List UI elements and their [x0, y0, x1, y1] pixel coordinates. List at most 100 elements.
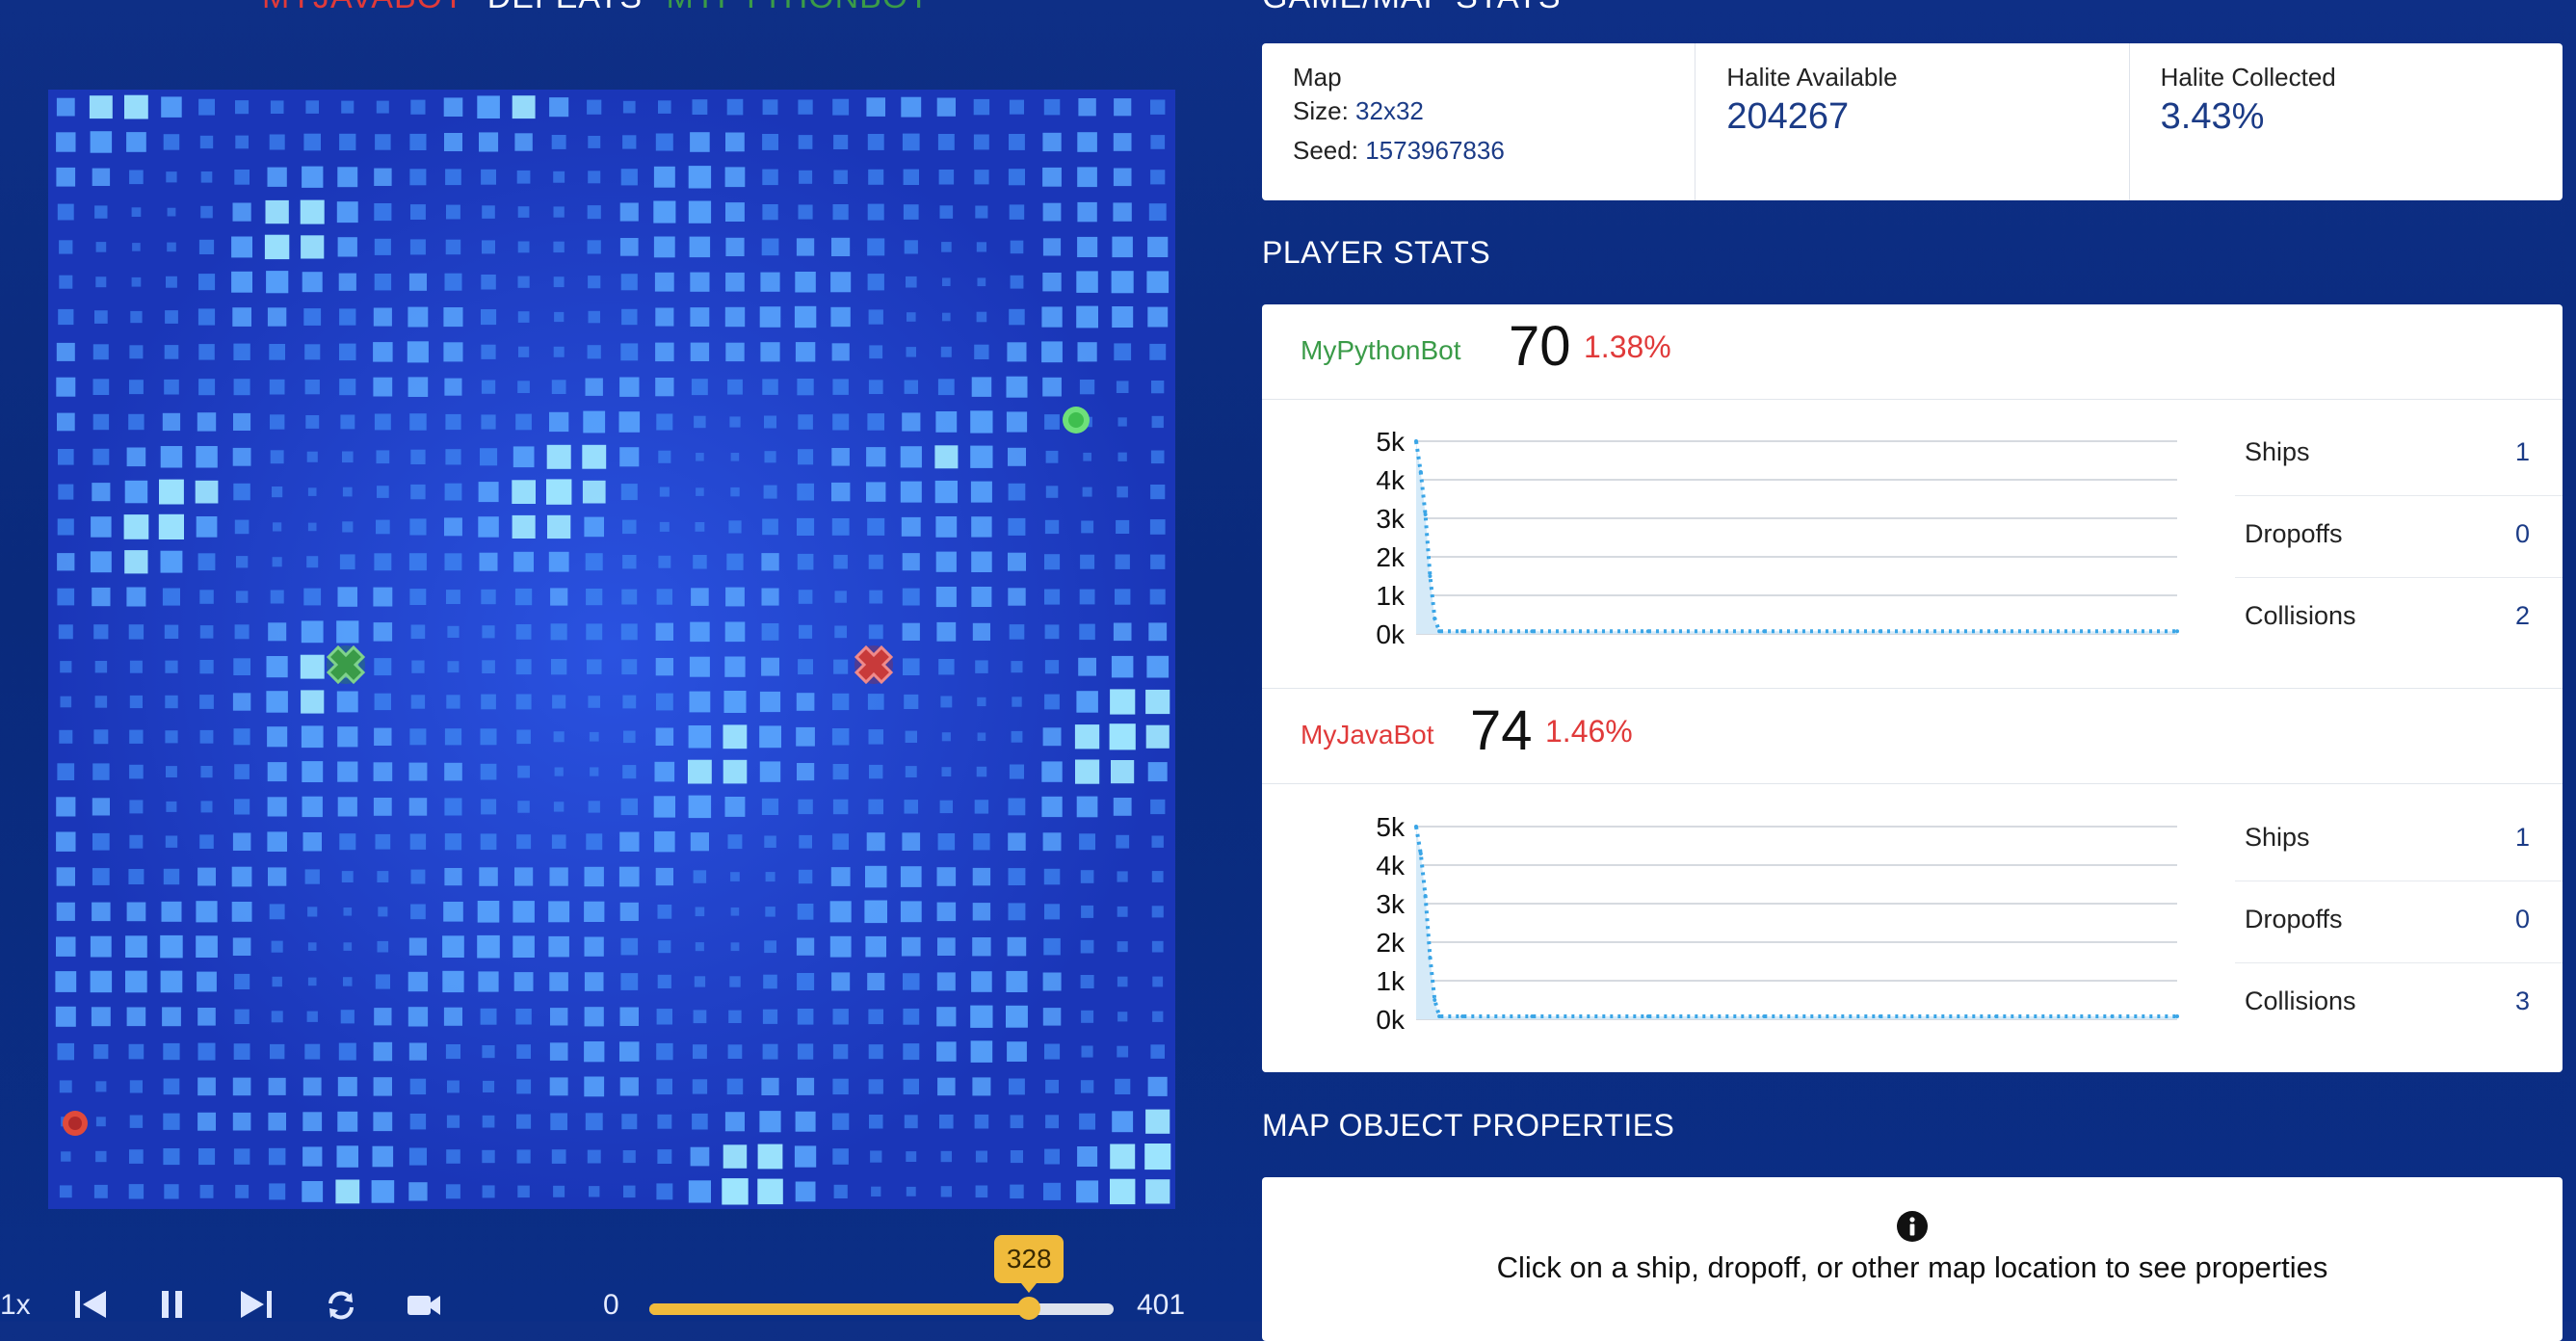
halite-cell[interactable] — [1116, 381, 1129, 393]
halite-cell[interactable] — [1043, 98, 1061, 116]
halite-cell[interactable] — [1044, 554, 1061, 570]
halite-cell[interactable] — [409, 833, 427, 850]
halite-cell[interactable] — [94, 310, 108, 324]
halite-cell[interactable] — [233, 658, 250, 675]
halite-cell[interactable] — [235, 100, 250, 115]
halite-cell[interactable] — [374, 658, 392, 676]
halite-cell[interactable] — [231, 866, 252, 887]
halite-cell[interactable] — [690, 1146, 710, 1167]
halite-cell[interactable] — [831, 728, 850, 746]
halite-cell[interactable] — [553, 1185, 565, 1197]
halite-cell[interactable] — [268, 1077, 286, 1095]
halite-cell[interactable] — [1011, 661, 1023, 673]
halite-cell[interactable] — [410, 624, 426, 640]
halite-cell[interactable] — [165, 695, 178, 709]
halite-cell[interactable] — [655, 378, 674, 397]
halite-cell[interactable] — [304, 1043, 321, 1060]
halite-cell[interactable] — [1145, 689, 1170, 715]
halite-cell[interactable] — [867, 203, 884, 221]
halite-cell[interactable] — [1010, 1184, 1024, 1199]
halite-cell[interactable] — [622, 765, 637, 779]
halite-cell[interactable] — [830, 272, 852, 293]
halite-cell[interactable] — [128, 413, 145, 431]
halite-cell[interactable] — [337, 726, 358, 748]
halite-cell[interactable] — [446, 695, 460, 709]
halite-cell[interactable] — [1045, 486, 1059, 498]
halite-cell[interactable] — [546, 444, 571, 469]
halite-cell[interactable] — [341, 100, 355, 114]
halite-cell[interactable] — [302, 1146, 323, 1167]
halite-cell[interactable] — [829, 935, 852, 958]
halite-cell[interactable] — [160, 970, 183, 993]
halite-cell[interactable] — [795, 1181, 816, 1202]
halite-cell[interactable] — [480, 763, 497, 780]
halite-cell[interactable] — [589, 731, 599, 742]
halite-cell[interactable] — [200, 766, 213, 778]
halite-cell[interactable] — [833, 554, 848, 569]
halite-cell[interactable] — [761, 553, 779, 571]
halite-cell[interactable] — [516, 1079, 532, 1094]
halite-cell[interactable] — [482, 625, 495, 639]
halite-cell[interactable] — [515, 1009, 532, 1025]
halite-cell[interactable] — [941, 732, 951, 742]
halite-cell[interactable] — [1150, 170, 1166, 185]
halite-cell[interactable] — [903, 658, 920, 675]
halite-cell[interactable] — [688, 166, 712, 189]
halite-cell[interactable] — [445, 449, 461, 465]
halite-cell[interactable] — [124, 550, 148, 574]
halite-cell[interactable] — [553, 731, 565, 743]
halite-cell[interactable] — [93, 1044, 109, 1060]
halite-cell[interactable] — [622, 100, 636, 114]
halite-cell[interactable] — [621, 308, 638, 326]
halite-cell[interactable] — [690, 132, 710, 152]
halite-cell[interactable] — [59, 729, 73, 744]
halite-cell[interactable] — [197, 1112, 216, 1131]
halite-cell[interactable] — [200, 801, 213, 813]
halite-cell[interactable] — [623, 730, 636, 744]
halite-cell[interactable] — [200, 205, 213, 219]
halite-cell[interactable] — [1076, 1180, 1099, 1203]
halite-cell[interactable] — [1009, 204, 1025, 220]
halite-cell[interactable] — [763, 974, 777, 989]
halite-cell[interactable] — [410, 204, 426, 220]
halite-cell[interactable] — [164, 624, 179, 639]
halite-cell[interactable] — [377, 871, 389, 882]
halite-cell[interactable] — [942, 312, 951, 322]
halite-cell[interactable] — [690, 832, 709, 852]
halite-cell[interactable] — [655, 342, 674, 362]
halite-cell[interactable] — [480, 728, 497, 746]
halite-cell[interactable] — [232, 1112, 251, 1131]
halite-cell[interactable] — [553, 241, 565, 253]
halite-cell[interactable] — [302, 272, 323, 293]
halite-cell[interactable] — [656, 589, 672, 605]
halite-cell[interactable] — [762, 1009, 778, 1024]
halite-cell[interactable] — [693, 870, 707, 883]
halite-cell[interactable] — [1045, 1079, 1059, 1093]
halite-cell[interactable] — [132, 243, 141, 251]
halite-cell[interactable] — [1080, 975, 1094, 988]
halite-cell[interactable] — [1006, 1005, 1028, 1028]
halite-cell[interactable] — [126, 447, 146, 467]
halite-cell[interactable] — [832, 1043, 849, 1060]
halite-cell[interactable] — [337, 761, 358, 782]
halite-cell[interactable] — [234, 764, 250, 779]
halite-cell[interactable] — [868, 554, 883, 569]
halite-cell[interactable] — [1110, 1144, 1136, 1170]
halite-cell[interactable] — [1151, 415, 1164, 429]
camera-icon[interactable] — [407, 1293, 441, 1318]
halite-cell[interactable] — [198, 379, 216, 396]
halite-cell[interactable] — [516, 1114, 532, 1129]
halite-cell[interactable] — [445, 1044, 460, 1060]
halite-cell[interactable] — [199, 590, 214, 604]
halite-cell[interactable] — [797, 483, 814, 501]
halite-cell[interactable] — [407, 377, 429, 397]
halite-cell[interactable] — [126, 132, 146, 152]
halite-cell[interactable] — [725, 132, 745, 152]
halite-cell[interactable] — [657, 1114, 672, 1129]
halite-cell[interactable] — [92, 868, 110, 885]
halite-cell[interactable] — [92, 832, 110, 851]
halite-cell[interactable] — [301, 725, 324, 749]
halite-cell[interactable] — [1079, 380, 1095, 395]
halite-cell[interactable] — [517, 311, 530, 323]
halite-cell[interactable] — [797, 904, 814, 920]
